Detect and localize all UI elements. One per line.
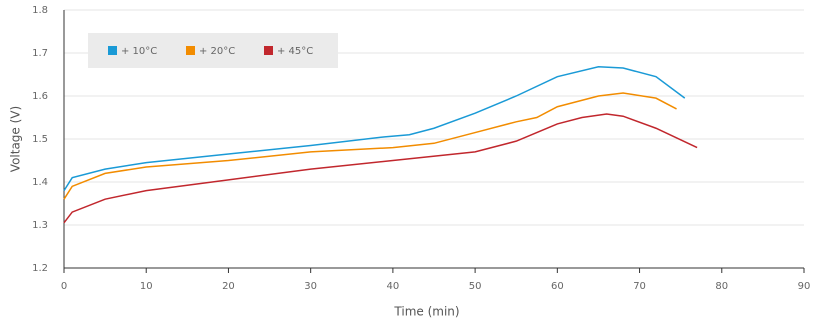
x-tick-label: 90 [798, 281, 811, 292]
y-tick-label: 1.8 [32, 5, 48, 16]
legend-swatch [186, 46, 195, 55]
x-tick-label: 20 [222, 281, 235, 292]
series-line [63, 92, 677, 200]
legend-label: + 20°C [199, 46, 235, 57]
x-tick-label: 80 [715, 281, 728, 292]
x-tick-label: 60 [551, 281, 564, 292]
legend: + 10°C + 20°C + 45°C [88, 33, 338, 68]
legend-label: + 45°C [277, 46, 313, 57]
series-line [63, 113, 698, 224]
x-tick-label: 50 [469, 281, 482, 292]
y-tick-label: 1.4 [32, 177, 48, 188]
legend-label: + 10°C [121, 46, 157, 57]
y-tick-label: 1.2 [32, 263, 48, 274]
y-tick-label: 1.3 [32, 220, 48, 231]
x-tick-label: 40 [387, 281, 400, 292]
x-tick-label: 10 [140, 281, 153, 292]
y-axis-title: Voltage (V) [9, 106, 23, 172]
series-line [63, 66, 686, 192]
x-tick-label: 70 [633, 281, 646, 292]
y-tick-label: 1.7 [32, 48, 48, 59]
y-tick-label: 1.5 [32, 134, 48, 145]
y-tick-label: 1.6 [32, 91, 48, 102]
legend-swatch [264, 46, 273, 55]
x-axis-title: Time (min) [393, 305, 459, 319]
x-tick-label: 0 [61, 281, 67, 292]
legend-swatch [108, 46, 117, 55]
legend-box [88, 33, 338, 68]
x-tick-label: 30 [304, 281, 317, 292]
